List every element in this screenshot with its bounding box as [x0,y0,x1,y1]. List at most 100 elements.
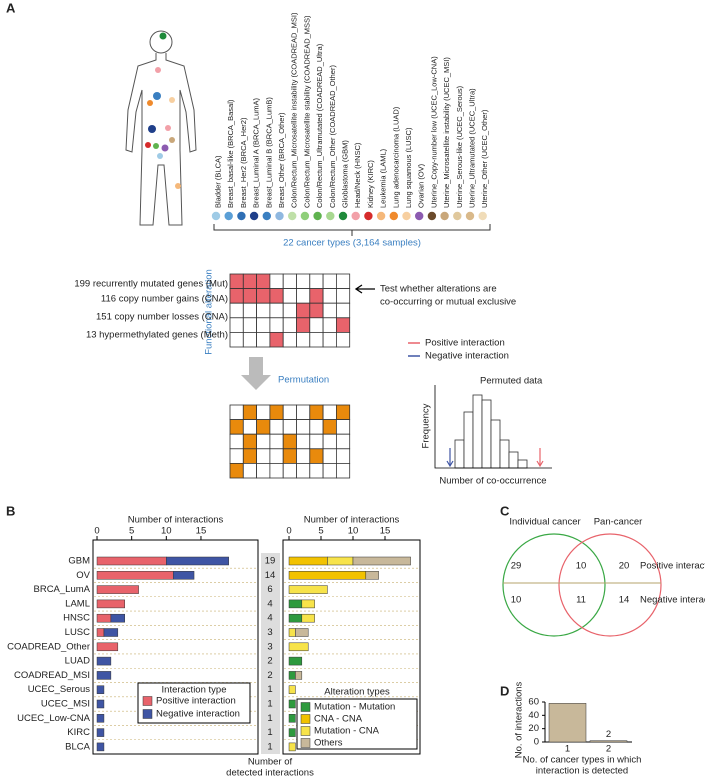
venn-set [502,533,606,637]
note: co-occurring or mutual exclusive [380,297,516,308]
legend-title: Interaction type [162,685,227,696]
alteration-row: 13 hypermethylated genes (Meth) [86,330,228,341]
legend-swatch [142,709,153,719]
y-tick-label: OV [76,570,90,581]
cancer-type: Ovarian (OV) [417,163,426,208]
cancer-type: Glioblastoma (GBM) [340,140,349,208]
venn-row-label: Positive interaction [640,561,705,572]
bar [295,628,309,637]
bar [288,671,296,680]
cancer-dot [465,211,475,221]
cancer-type: Breast_basal-like (BRCA_Basal) [226,99,235,208]
x-tick-label: 10 [348,526,359,537]
cancer-type: Uterine_Copy-number low (UCEC_Low-CNA) [429,56,438,208]
bar [548,703,587,743]
cancer-type: Lung adenocarcinoma (LUAD) [391,106,400,208]
count-title: Number of [248,757,293,768]
venn-count: 10 [511,595,522,606]
bar [288,585,328,594]
cancer-type: Uterine_Serous-like (UCEC_Serous) [455,85,464,208]
y-tick-label: LAML [65,598,90,609]
bar [288,571,367,580]
bar [365,571,379,580]
cancer-type: Breast_Luminal A (BRCA_LumA) [252,97,261,208]
x-axis-title: interaction is detected [536,766,628,777]
cancer-dot [389,211,398,221]
legend-label: Negative interaction [425,351,509,362]
y-tick-label: UCEC_Low-CNA [17,713,91,724]
y-tick-label: BLCA [65,741,90,752]
legend-swatch [142,696,153,706]
permutation: Permutation [278,375,329,386]
bar [288,742,296,752]
x-tick-label: 5 [318,526,323,537]
venn-count: 20 [619,561,630,572]
cancer-dot [440,211,449,221]
panel-label: A [6,0,16,15]
cancer-type: Breast_Luminal B (BRCA_LumB) [264,97,273,208]
bar [327,556,354,566]
y-tick-label: 60 [528,697,539,708]
cancer-type: Colon/Rectum_Other (COADREAD_Other) [328,65,337,208]
venn-count: 29 [511,561,522,572]
cancer-dot [453,211,462,221]
cancer-type: Colon/Rectum_Microsatellite instability … [290,12,299,208]
panel-label: B [6,503,15,518]
bar [96,671,112,680]
detected-count: 19 [265,556,276,567]
cancer-dot [415,211,424,221]
cancer-dot [427,211,437,221]
bar [288,556,328,566]
detected-count: 1 [267,727,272,738]
cancer-type: Colon/Rectum_Microsatellite stability (C… [302,15,311,208]
bar [589,740,628,743]
bar [288,599,303,609]
cancer-type: Leukemia (LAML) [379,148,388,208]
y-tick-label: KIRC [67,727,90,738]
cancer-dot [313,211,322,221]
detected-count: 14 [265,570,276,581]
bar [96,642,119,652]
y-tick-label: COADREAD_Other [7,641,90,652]
cancer-dot [326,211,335,221]
panel-label: C [500,503,510,518]
legend-swatch [300,738,311,748]
functional-alteration: Functional alteration [204,269,215,355]
cancer-dot [237,211,246,221]
x-tick-label: 10 [161,526,172,537]
cancer-dot [338,211,348,221]
alteration-row: 199 recurrently mutated genes (Mut) [74,279,228,290]
panel-label: D [500,683,509,698]
plot-frame [92,539,259,755]
bar [96,742,105,752]
venn-set-label: Pan-cancer [594,517,643,528]
cancer-type: Bladder (BLCA) [213,155,222,208]
detected-count: 1 [267,699,272,710]
cancer-type: Kidney (KIRC) [366,160,375,208]
bar [295,671,303,680]
x-tick-label: 2 [606,744,611,755]
cancer-dot [300,211,310,221]
cancer-dot [402,211,411,221]
bar [96,628,105,637]
legend-label: CNA - CNA [314,714,363,725]
cancer-type: Lung squamous (LUSC) [404,127,413,208]
bar [288,714,296,723]
detected-count: 2 [267,656,272,667]
value-label: 2 [606,729,611,740]
bar [96,599,125,609]
alteration-row: 151 copy number losses (CNA) [96,312,228,323]
bar [288,685,296,694]
cancer-dot [478,211,487,221]
bracket [213,224,491,236]
bar [288,642,309,652]
legend-label: Mutation - Mutation [314,702,395,713]
y-tick-label: LUAD [65,656,90,667]
detected-count: 1 [267,684,272,695]
note: Test whether alterations are [380,284,497,295]
detected-count: 4 [267,598,272,609]
count-column [261,553,280,754]
bar [96,714,105,723]
bar [103,628,119,637]
cancer-type: Colon/Rectum_Ultramutated (COADREAD_Ultr… [315,43,324,208]
